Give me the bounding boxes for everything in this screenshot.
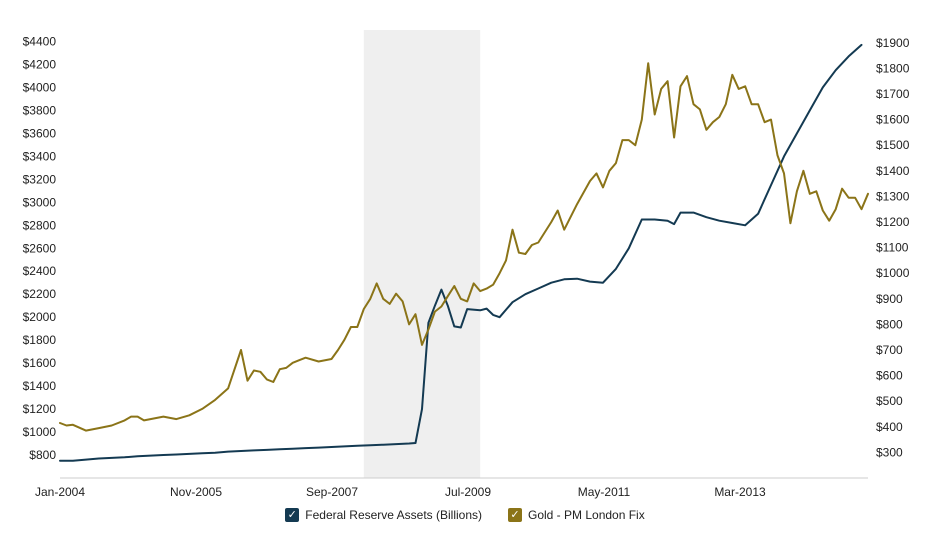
left-tick-label: $800 [29, 448, 56, 462]
right-tick-label: $900 [876, 292, 903, 306]
x-tick-label: Nov-2005 [170, 485, 222, 499]
x-tick-label: Sep-2007 [306, 485, 358, 499]
x-tick-label: Jul-2009 [445, 485, 491, 499]
left-tick-label: $1400 [23, 379, 57, 393]
left-tick-label: $3800 [23, 103, 57, 117]
left-tick-label: $2200 [23, 287, 57, 301]
legend: ✓ Federal Reserve Assets (Billions) ✓ Go… [0, 508, 930, 522]
right-tick-label: $800 [876, 317, 903, 331]
left-tick-label: $3000 [23, 195, 57, 209]
right-tick-label: $1800 [876, 61, 910, 75]
left-tick-label: $1800 [23, 333, 57, 347]
left-tick-label: $4200 [23, 57, 57, 71]
right-tick-label: $700 [876, 343, 903, 357]
legend-label-fed-assets: Federal Reserve Assets (Billions) [305, 508, 482, 522]
legend-item-gold[interactable]: ✓ Gold - PM London Fix [508, 508, 645, 522]
left-tick-label: $3600 [23, 126, 57, 140]
right-tick-label: $1100 [876, 241, 909, 255]
left-tick-label: $1000 [23, 425, 57, 439]
left-tick-label: $3200 [23, 172, 57, 186]
series-line-gold [59, 62, 869, 432]
right-tick-label: $400 [876, 420, 903, 434]
x-tick-label: Jan-2004 [35, 485, 85, 499]
left-tick-label: $2400 [23, 264, 57, 278]
legend-item-fed-assets[interactable]: ✓ Federal Reserve Assets (Billions) [285, 508, 482, 522]
right-tick-label: $1900 [876, 36, 910, 50]
right-tick-label: $1700 [876, 87, 910, 101]
x-axis-ticks: Jan-2004 Nov-2005 Sep-2007 Jul-2009 May-2011… [35, 485, 766, 499]
left-tick-label: $2800 [23, 218, 57, 232]
left-tick-label: $4400 [23, 34, 57, 48]
right-tick-label: $1400 [876, 164, 910, 178]
line-chart: $800 $1000 $1200 $1400 $1600 $1800 $2000 $2200 $… [23, 30, 910, 499]
right-tick-label: $1500 [876, 138, 910, 152]
series-layer [59, 43, 869, 462]
right-tick-label: $1300 [876, 189, 910, 203]
checkbox-checked-icon[interactable]: ✓ [508, 508, 522, 522]
left-tick-label: $1600 [23, 356, 57, 370]
left-tick-label: $4000 [23, 80, 57, 94]
right-tick-label: $500 [876, 394, 903, 408]
x-tick-label: Mar-2013 [714, 485, 766, 499]
left-tick-label: $3400 [23, 149, 57, 163]
series-line-fed-assets [59, 43, 863, 462]
right-tick-label: $600 [876, 369, 903, 383]
right-tick-label: $1600 [876, 113, 910, 127]
right-tick-label: $1000 [876, 266, 910, 280]
right-tick-label: $300 [876, 445, 903, 459]
left-tick-label: $1200 [23, 402, 57, 416]
right-axis-ticks: $300 $400 $500 $600 $700 $800 $900 $1000 $1100 $1… [876, 36, 910, 460]
checkbox-checked-icon[interactable]: ✓ [285, 508, 300, 522]
right-tick-label: $1200 [876, 215, 910, 229]
left-tick-label: $2000 [23, 310, 57, 324]
legend-label-gold: Gold - PM London Fix [528, 508, 645, 522]
left-axis-ticks: $800 $1000 $1200 $1400 $1600 $1800 $2000 $2200 $… [23, 34, 57, 462]
left-tick-label: $2600 [23, 241, 57, 255]
x-tick-label: May-2011 [578, 485, 631, 499]
